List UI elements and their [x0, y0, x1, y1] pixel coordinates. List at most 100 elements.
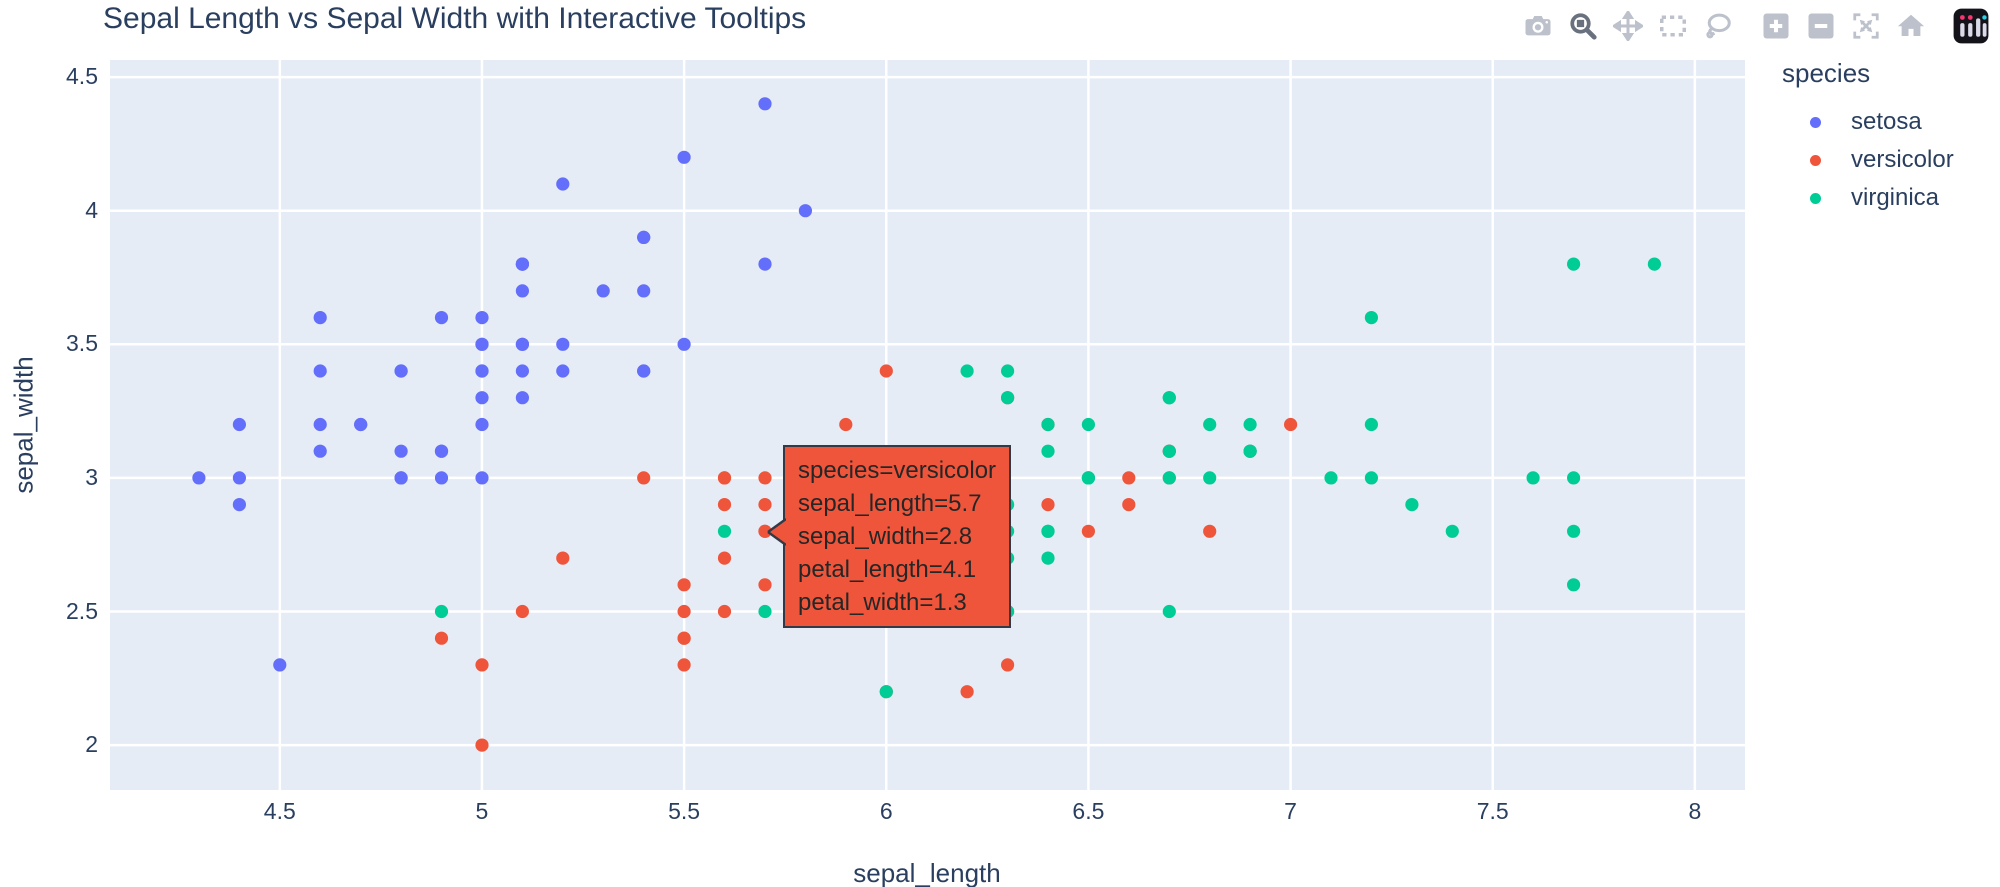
data-point-setosa[interactable]: [515, 257, 529, 271]
data-point-virginica[interactable]: [1567, 578, 1581, 592]
data-point-virginica[interactable]: [1405, 498, 1419, 512]
data-point-setosa[interactable]: [475, 391, 489, 405]
plot-area[interactable]: [110, 60, 1745, 790]
data-point-virginica[interactable]: [1567, 471, 1581, 485]
data-point-setosa[interactable]: [475, 471, 489, 485]
pan-icon[interactable]: [1613, 11, 1643, 41]
data-point-versicolor[interactable]: [1203, 524, 1217, 538]
data-point-setosa[interactable]: [677, 337, 691, 351]
zoom-in-icon[interactable]: [1761, 11, 1791, 41]
data-point-versicolor[interactable]: [717, 604, 732, 619]
data-point-virginica[interactable]: [1041, 444, 1055, 458]
data-point-versicolor[interactable]: [434, 631, 449, 645]
data-point-versicolor[interactable]: [1284, 417, 1298, 432]
data-point-versicolor[interactable]: [475, 658, 489, 672]
data-point-versicolor[interactable]: [677, 604, 691, 619]
data-point-virginica[interactable]: [879, 685, 893, 699]
data-point-versicolor[interactable]: [758, 471, 772, 485]
data-point-virginica[interactable]: [1162, 604, 1176, 619]
data-point-setosa[interactable]: [394, 444, 408, 458]
data-point-versicolor[interactable]: [475, 738, 489, 752]
data-point-virginica[interactable]: [1162, 391, 1176, 405]
data-point-virginica[interactable]: [1647, 257, 1661, 271]
data-point-versicolor[interactable]: [1122, 471, 1136, 485]
data-point-setosa[interactable]: [758, 97, 772, 111]
data-point-virginica[interactable]: [1567, 524, 1581, 538]
data-point-versicolor[interactable]: [556, 551, 570, 565]
data-point-virginica[interactable]: [1162, 444, 1176, 458]
data-point-setosa[interactable]: [637, 284, 651, 298]
data-point-virginica[interactable]: [1526, 471, 1540, 485]
data-point-setosa[interactable]: [758, 257, 772, 271]
data-point-setosa[interactable]: [515, 364, 529, 378]
data-point-setosa[interactable]: [637, 230, 651, 244]
data-point-virginica[interactable]: [1364, 471, 1378, 485]
data-point-setosa[interactable]: [192, 471, 206, 485]
data-point-setosa[interactable]: [273, 658, 287, 672]
data-point-virginica[interactable]: [1041, 524, 1055, 538]
data-point-versicolor[interactable]: [758, 524, 772, 538]
data-point-versicolor[interactable]: [758, 578, 772, 592]
data-point-setosa[interactable]: [394, 364, 408, 378]
data-point-setosa[interactable]: [313, 417, 327, 432]
data-point-virginica[interactable]: [758, 604, 772, 619]
zoom-icon[interactable]: [1568, 11, 1598, 41]
data-point-versicolor[interactable]: [677, 578, 691, 592]
data-point-setosa[interactable]: [798, 204, 813, 218]
data-point-setosa[interactable]: [394, 471, 408, 485]
data-point-virginica[interactable]: [960, 364, 974, 378]
data-point-setosa[interactable]: [475, 364, 489, 378]
data-point-virginica[interactable]: [1203, 417, 1217, 432]
lasso-select-icon[interactable]: [1703, 11, 1733, 41]
data-point-versicolor[interactable]: [515, 604, 529, 619]
data-point-setosa[interactable]: [475, 337, 489, 351]
data-point-virginica[interactable]: [1041, 551, 1055, 565]
data-point-setosa[interactable]: [637, 364, 651, 378]
data-point-virginica[interactable]: [1041, 417, 1055, 432]
data-point-versicolor[interactable]: [839, 417, 853, 432]
plotly-logo-icon[interactable]: [1952, 7, 1990, 45]
data-point-setosa[interactable]: [556, 177, 570, 191]
data-point-virginica[interactable]: [1364, 311, 1378, 325]
data-point-setosa[interactable]: [515, 391, 529, 405]
data-point-versicolor[interactable]: [879, 364, 893, 378]
data-point-versicolor[interactable]: [677, 658, 691, 672]
data-point-setosa[interactable]: [232, 471, 246, 485]
data-point-versicolor[interactable]: [1081, 524, 1095, 538]
data-point-setosa[interactable]: [434, 311, 449, 325]
data-point-setosa[interactable]: [232, 498, 246, 512]
data-point-virginica[interactable]: [1162, 471, 1176, 485]
data-point-versicolor[interactable]: [677, 631, 691, 645]
camera-icon[interactable]: [1523, 11, 1553, 41]
data-point-setosa[interactable]: [354, 417, 368, 432]
data-point-versicolor[interactable]: [1122, 498, 1136, 512]
data-point-versicolor[interactable]: [717, 551, 732, 565]
data-point-setosa[interactable]: [434, 471, 449, 485]
data-point-virginica[interactable]: [1001, 364, 1015, 378]
data-point-virginica[interactable]: [434, 604, 449, 619]
data-point-virginica[interactable]: [1081, 471, 1095, 485]
data-point-versicolor[interactable]: [717, 498, 732, 512]
data-point-virginica[interactable]: [1445, 524, 1459, 538]
legend-item-setosa[interactable]: setosa: [1782, 103, 1954, 141]
data-point-setosa[interactable]: [556, 364, 570, 378]
data-point-setosa[interactable]: [677, 150, 691, 164]
data-point-versicolor[interactable]: [1041, 498, 1055, 512]
data-point-virginica[interactable]: [717, 524, 732, 538]
data-point-setosa[interactable]: [232, 417, 246, 432]
data-point-versicolor[interactable]: [758, 498, 772, 512]
data-point-virginica[interactable]: [1001, 391, 1015, 405]
data-point-setosa[interactable]: [596, 284, 610, 298]
data-point-virginica[interactable]: [1203, 471, 1217, 485]
zoom-out-icon[interactable]: [1806, 11, 1836, 41]
data-point-virginica[interactable]: [1081, 417, 1095, 432]
data-point-setosa[interactable]: [475, 417, 489, 432]
data-point-versicolor[interactable]: [637, 471, 651, 485]
data-point-virginica[interactable]: [1364, 417, 1378, 432]
data-point-versicolor[interactable]: [717, 471, 732, 485]
reset-axes-home-icon[interactable]: [1896, 11, 1926, 41]
data-point-setosa[interactable]: [475, 311, 489, 325]
data-point-setosa[interactable]: [515, 284, 529, 298]
data-point-setosa[interactable]: [434, 444, 449, 458]
data-point-setosa[interactable]: [313, 311, 327, 325]
